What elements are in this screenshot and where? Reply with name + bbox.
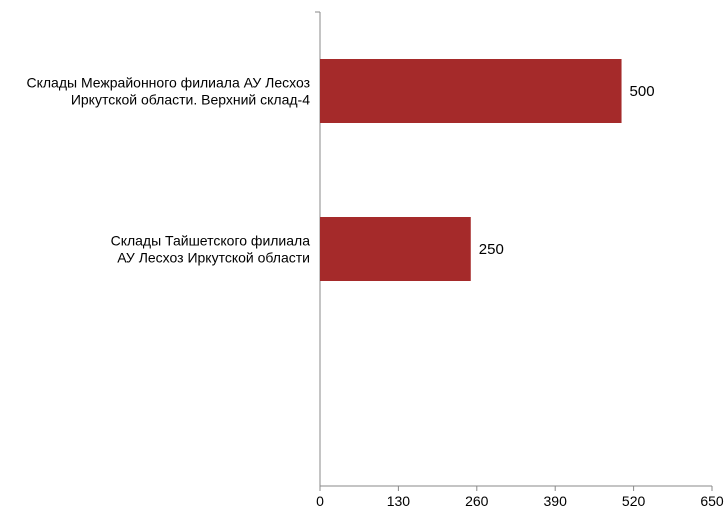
x-tick-label: 0 bbox=[316, 493, 324, 509]
category-label: Склады Тайшетского филиала АУ Лесхоз Ирку… bbox=[111, 233, 311, 266]
category-label-line: Склады Тайшетского филиала bbox=[111, 233, 311, 249]
x-tick-label: 260 bbox=[465, 493, 489, 509]
category-label-line: Склады Межрайонного филиала АУ Лесхоз bbox=[26, 75, 310, 91]
bar bbox=[320, 217, 471, 281]
category-label: Склады Межрайонного филиала АУ Лесхоз Ирк… bbox=[26, 75, 310, 108]
x-tick-label: 130 bbox=[387, 493, 411, 509]
bar bbox=[320, 59, 622, 123]
x-tick-label: 390 bbox=[544, 493, 568, 509]
bar-value-label: 500 bbox=[630, 83, 655, 100]
bar-value-label: 250 bbox=[479, 241, 504, 258]
x-tick-label: 650 bbox=[700, 493, 724, 509]
bars bbox=[320, 59, 622, 281]
category-label-line: АУ Лесхоз Иркутской области bbox=[117, 250, 310, 266]
category-label-line: Иркутской области. Верхний склад-4 bbox=[71, 92, 310, 108]
labels: 0 130 260 390 520 650 500 Склады Межрайонного ф… bbox=[26, 75, 723, 510]
x-tick-label: 520 bbox=[622, 493, 646, 509]
